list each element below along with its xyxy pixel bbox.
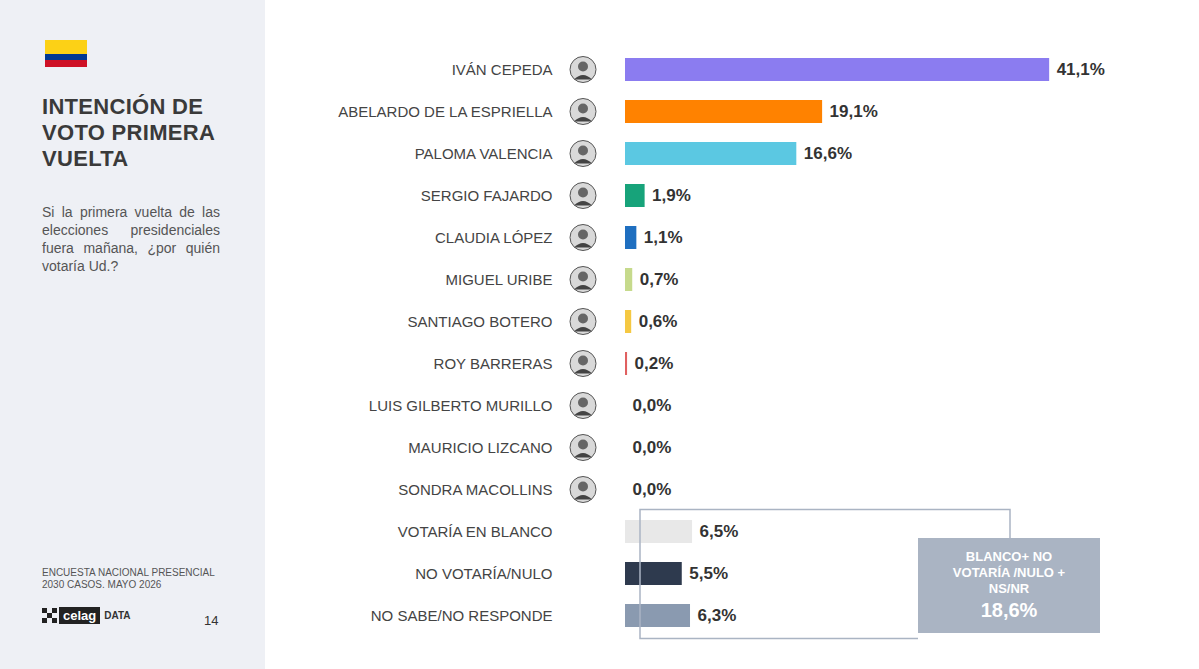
html-text:BLANCO+ NO VOTARÍA /NULO + NS/: BLANCO+ NO VOTARÍA /NULO + NS/NR [952,549,1066,596]
svg-text:CLAUDIA LÓPEZ: CLAUDIA LÓPEZ [435,229,553,246]
html-text:14: 14 [204,613,219,628]
svg-text:0,0%: 0,0% [633,438,672,457]
svg-text:1,1%: 1,1% [644,228,683,247]
html-text:Si la primera vuelta de las el: Si la primera vuelta de las elecciones p… [42,204,220,274]
svg-text:MAURICIO LIZCANO: MAURICIO LIZCANO [408,439,552,456]
svg-text:41,1%: 41,1% [1057,60,1105,79]
html-text:INTENCIÓN DE VOTO PRIMERA VUEL: INTENCIÓN DE VOTO PRIMERA VUELTA [42,94,215,171]
svg-text:0,7%: 0,7% [640,270,679,289]
svg-text:6,5%: 6,5% [700,522,739,541]
svg-text:SANTIAGO BOTERO: SANTIAGO BOTERO [407,313,552,330]
svg-text:0,6%: 0,6% [639,312,678,331]
svg-text:IVÁN CEPEDA: IVÁN CEPEDA [452,61,553,78]
svg-text:VOTARÍA EN BLANCO: VOTARÍA EN BLANCO [398,523,553,540]
html-text:2030 CASOS. MAYO 2026: 2030 CASOS. MAYO 2026 [42,579,162,590]
svg-text:0,2%: 0,2% [635,354,674,373]
html-text:DATA: DATA [104,610,131,621]
svg-text:16,6%: 16,6% [804,144,852,163]
html-text:celag: celag [63,608,97,623]
svg-text:19,1%: 19,1% [830,102,878,121]
html-text:ENCUESTA NACIONAL PRESENCIAL: ENCUESTA NACIONAL PRESENCIAL [42,567,215,578]
svg-text:0,0%: 0,0% [633,396,672,415]
svg-text:NO SABE/NO RESPONDE: NO SABE/NO RESPONDE [371,607,553,624]
html-text:18,6%: 18,6% [980,599,1038,621]
svg-text:5,5%: 5,5% [689,564,728,583]
svg-text:NO VOTARÍA/NULO: NO VOTARÍA/NULO [415,565,552,582]
svg-text:6,3%: 6,3% [698,606,737,625]
svg-text:0,0%: 0,0% [633,480,672,499]
svg-text:ABELARDO DE LA ESPRIELLA: ABELARDO DE LA ESPRIELLA [338,103,552,120]
svg-text:1,9%: 1,9% [652,186,691,205]
svg-text:LUIS GILBERTO MURILLO: LUIS GILBERTO MURILLO [369,397,553,414]
svg-text:ROY BARRERAS: ROY BARRERAS [434,355,553,372]
svg-text:SERGIO FAJARDO: SERGIO FAJARDO [421,187,553,204]
svg-text:MIGUEL URIBE: MIGUEL URIBE [446,271,553,288]
svg-text:SONDRA MACOLLINS: SONDRA MACOLLINS [398,481,552,498]
svg-text:PALOMA VALENCIA: PALOMA VALENCIA [415,145,553,162]
